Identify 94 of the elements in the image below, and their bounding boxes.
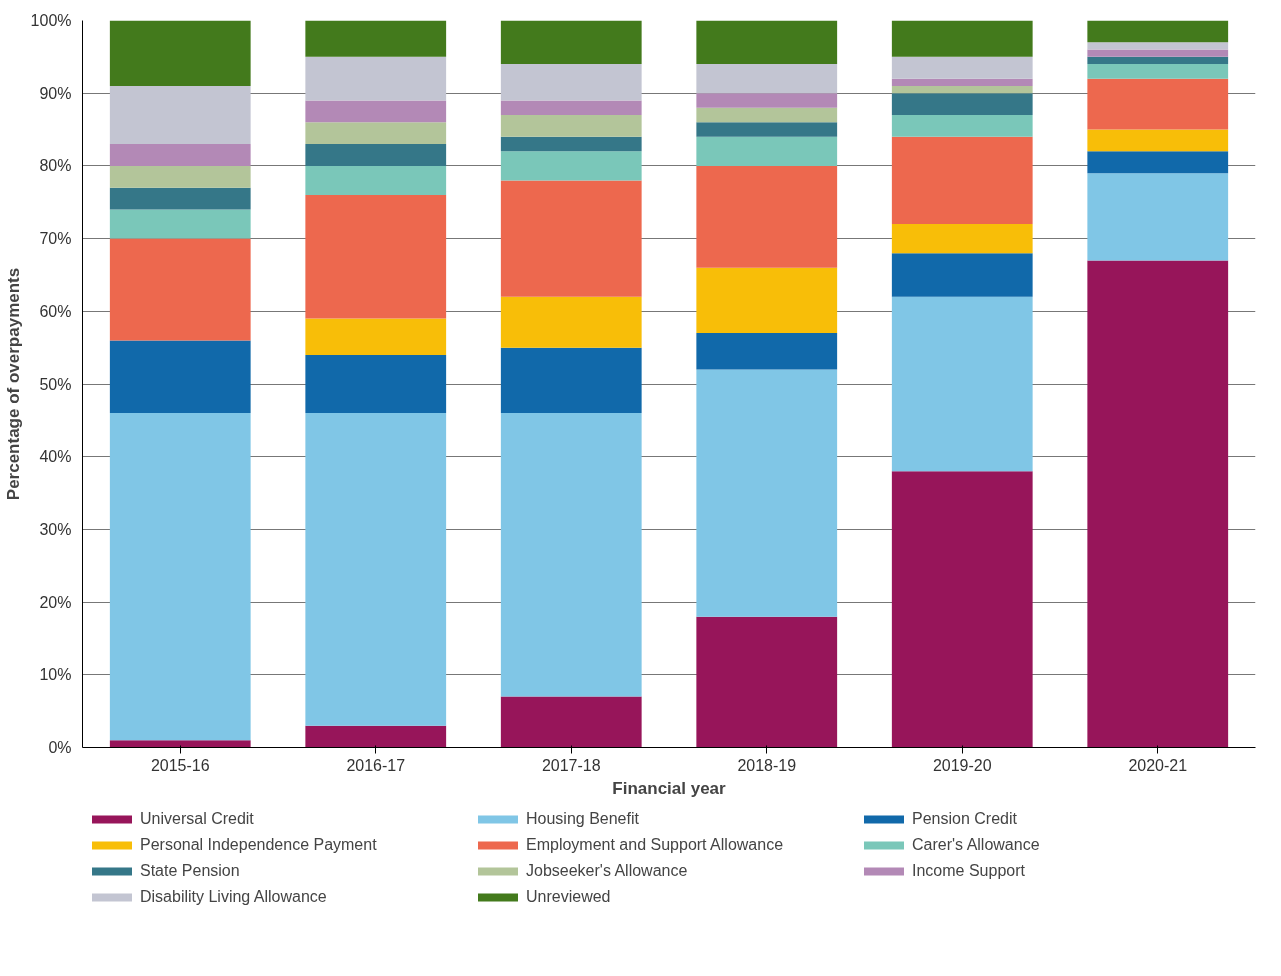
bar bbox=[891, 20, 1033, 57]
bar bbox=[305, 144, 447, 166]
bar bbox=[891, 136, 1033, 225]
bar bbox=[696, 165, 838, 268]
bar bbox=[891, 296, 1033, 472]
bar bbox=[891, 253, 1033, 297]
y-tick-label: 10% bbox=[39, 666, 72, 684]
bar bbox=[305, 413, 447, 726]
bar bbox=[109, 340, 251, 414]
x-tick-label: 2017-18 bbox=[541, 756, 601, 774]
bar bbox=[696, 64, 838, 94]
y-tick-label: 90% bbox=[39, 84, 72, 102]
bar bbox=[305, 56, 447, 101]
legend-label: Universal Credit bbox=[140, 810, 255, 828]
bar bbox=[891, 224, 1033, 254]
bar bbox=[500, 413, 642, 697]
bar bbox=[1087, 173, 1229, 261]
bar bbox=[1087, 20, 1229, 43]
bar bbox=[500, 151, 642, 181]
bar bbox=[1087, 56, 1229, 65]
bar bbox=[696, 20, 838, 65]
bar bbox=[500, 115, 642, 137]
bar bbox=[500, 696, 642, 748]
bar bbox=[696, 107, 838, 123]
bar bbox=[1087, 64, 1229, 79]
bar bbox=[500, 100, 642, 116]
y-tick-label: 0% bbox=[48, 739, 72, 756]
bar bbox=[1087, 260, 1229, 748]
bar bbox=[109, 187, 251, 210]
bar bbox=[109, 85, 251, 145]
bar bbox=[1087, 49, 1229, 57]
legend-label: Income Support bbox=[912, 862, 1026, 880]
bar bbox=[109, 165, 251, 188]
x-tick-label: 2016-17 bbox=[346, 756, 406, 774]
bar bbox=[109, 413, 251, 741]
legend-label: Personal Independence Payment bbox=[140, 836, 378, 854]
y-tick-label: 80% bbox=[39, 157, 72, 175]
bar bbox=[305, 165, 447, 195]
y-tick-label: 30% bbox=[39, 520, 72, 538]
bar bbox=[891, 471, 1033, 748]
bar bbox=[500, 180, 642, 297]
bar bbox=[500, 20, 642, 65]
bar bbox=[696, 267, 838, 334]
bar bbox=[305, 354, 447, 414]
bar bbox=[696, 333, 838, 370]
x-tick-label: 2018-19 bbox=[737, 756, 797, 774]
bar bbox=[305, 725, 447, 748]
x-tick-label: 2019-20 bbox=[932, 756, 992, 774]
bar bbox=[1087, 129, 1229, 152]
bar bbox=[696, 369, 838, 617]
bar bbox=[1087, 151, 1229, 174]
bar bbox=[696, 93, 838, 108]
bar bbox=[891, 93, 1033, 116]
x-axis-title: Financial year bbox=[612, 778, 727, 798]
legend-label: Carer's Allowance bbox=[912, 836, 1041, 854]
y-tick-label: 20% bbox=[39, 593, 72, 611]
bar bbox=[305, 194, 447, 319]
bar bbox=[500, 64, 642, 101]
bar bbox=[305, 20, 447, 57]
legend-label: Employment and Support Allowance bbox=[526, 836, 785, 854]
x-tick-label: 2015-16 bbox=[150, 756, 210, 774]
legend-label: State Pension bbox=[140, 862, 241, 880]
legend-label: Jobseeker's Allowance bbox=[526, 862, 689, 880]
bar bbox=[500, 296, 642, 348]
bar bbox=[109, 209, 251, 239]
bar bbox=[891, 85, 1033, 94]
bar bbox=[891, 78, 1033, 86]
bar bbox=[109, 144, 251, 166]
bar bbox=[696, 122, 838, 137]
bar bbox=[109, 238, 251, 341]
bar bbox=[500, 347, 642, 414]
legend-label: Disability Living Allowance bbox=[140, 888, 328, 906]
bar bbox=[696, 616, 838, 748]
y-tick-label: 40% bbox=[39, 448, 72, 466]
bar bbox=[305, 122, 447, 145]
bar bbox=[891, 115, 1033, 137]
bar bbox=[696, 136, 838, 166]
bar bbox=[1087, 78, 1229, 130]
bar bbox=[305, 318, 447, 355]
legend-label: Unreviewed bbox=[526, 888, 612, 906]
bar bbox=[109, 20, 251, 86]
bar bbox=[1087, 42, 1229, 50]
y-axis-title: Percentage of overpayments bbox=[3, 267, 23, 501]
legend-label: Housing Benefit bbox=[526, 810, 640, 828]
bar bbox=[500, 136, 642, 152]
y-tick-label: 50% bbox=[39, 375, 72, 393]
bar bbox=[891, 56, 1033, 79]
bar bbox=[109, 740, 251, 748]
y-tick-label: 100% bbox=[30, 12, 72, 29]
y-tick-label: 70% bbox=[39, 230, 72, 248]
bar bbox=[305, 100, 447, 123]
x-tick-label: 2020-21 bbox=[1128, 756, 1188, 774]
y-tick-label: 60% bbox=[39, 302, 72, 320]
legend-label: Pension Credit bbox=[912, 810, 1018, 828]
